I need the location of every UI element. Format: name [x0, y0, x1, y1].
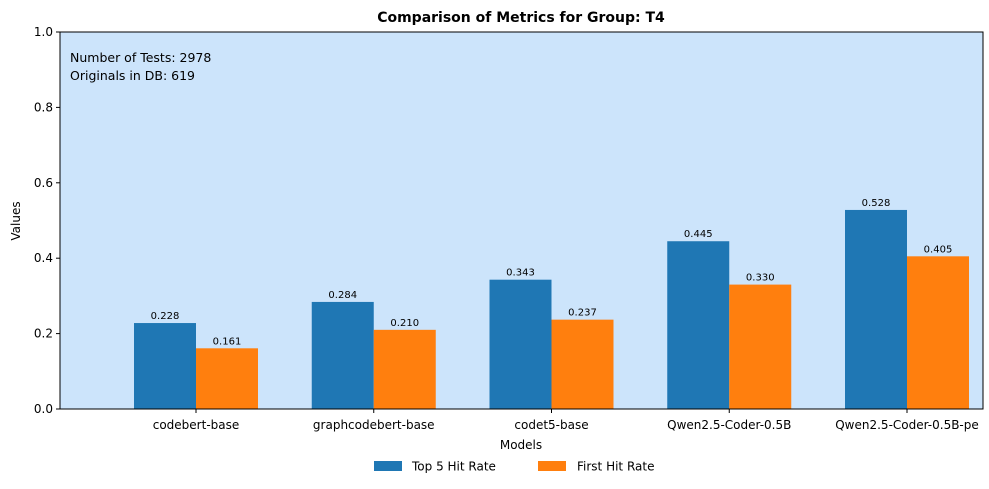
annotation-originals-in-db: Originals in DB: 619	[70, 68, 195, 83]
y-tick-label: 0.8	[34, 100, 53, 114]
x-axis-label: Models	[500, 438, 542, 452]
data-label: 0.228	[151, 311, 180, 322]
y-tick-label: 0.4	[34, 251, 53, 265]
data-label: 0.210	[390, 318, 419, 329]
data-label: 0.343	[506, 268, 535, 279]
annotation-number-of-tests: Number of Tests: 2978	[70, 50, 211, 65]
bar-first-3	[729, 284, 792, 409]
x-tick-label: Qwen2.5-Coder-0.5B	[667, 418, 791, 432]
legend-label-first: First Hit Rate	[577, 460, 654, 474]
bar-first-2	[551, 319, 614, 409]
x-tick-label: Qwen2.5-Coder-0.5B-pe	[835, 418, 979, 432]
y-axis-label: Values	[9, 201, 23, 240]
x-tick-label: graphcodebert-base	[313, 418, 435, 432]
x-tick-label: codebert-base	[153, 418, 240, 432]
y-tick-label: 0.6	[34, 176, 53, 190]
data-label: 0.284	[328, 290, 357, 301]
legend-label-top5: Top 5 Hit Rate	[411, 460, 496, 474]
bar-top5-4	[845, 209, 907, 409]
bar-first-1	[373, 329, 436, 409]
bar-top5-2	[489, 279, 552, 409]
data-label: 0.237	[568, 308, 597, 319]
y-tick-label: 0.0	[34, 402, 53, 416]
legend-swatch-top5	[374, 461, 402, 471]
data-label: 0.161	[213, 336, 242, 347]
data-label: 0.330	[746, 273, 775, 284]
bar-first-4	[907, 256, 969, 409]
legend: Top 5 Hit Rate First Hit Rate	[374, 460, 654, 474]
bar-top5-1	[311, 301, 374, 409]
chart-title: Comparison of Metrics for Group: T4	[377, 10, 665, 26]
y-tick-label: 0.2	[34, 327, 53, 341]
data-label: 0.528	[862, 198, 891, 209]
bar-top5-3	[667, 241, 730, 409]
legend-swatch-first	[538, 461, 566, 471]
data-label: 0.405	[924, 244, 953, 255]
axes-frame	[59, 31, 984, 410]
data-label: 0.445	[684, 229, 713, 240]
y-tick-label: 1.0	[34, 25, 53, 39]
bar-top5-0	[134, 323, 196, 409]
bar-first-0	[196, 348, 258, 409]
x-tick-label: codet5-base	[514, 418, 588, 432]
